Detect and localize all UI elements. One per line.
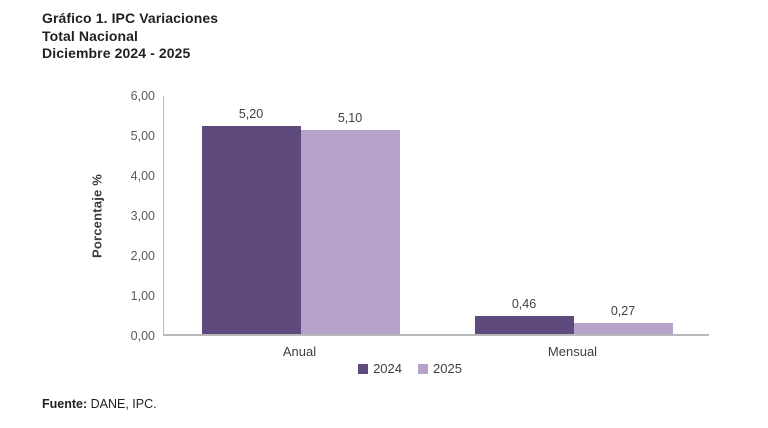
- y-tick-label: 2,00: [130, 249, 155, 263]
- x-category-label-anual: Anual: [282, 344, 317, 359]
- chart-legend: 2024 2025: [90, 361, 730, 376]
- legend-swatch-2025: [418, 363, 428, 374]
- y-tick-label: 0,00: [130, 329, 155, 343]
- bar-value-label: 0,46: [511, 296, 537, 311]
- y-tick-label: 4,00: [130, 169, 155, 183]
- chart-title-line-1: Gráfico 1. IPC Variaciones: [42, 10, 219, 26]
- bar-value-label: 5,10: [337, 111, 363, 125]
- bar-2024-anual: [201, 126, 301, 334]
- chart-title: Gráfico 1. IPC Variaciones Total Naciona…: [42, 10, 218, 63]
- source-text: DANE, IPC.: [87, 397, 157, 411]
- y-tick-label: 5,00: [130, 129, 155, 143]
- source-note: Fuente: DANE, IPC.: [42, 397, 157, 411]
- chart-title-line-2: Total Nacional: [42, 27, 139, 44]
- bar-value-label: 0,27: [610, 304, 636, 319]
- y-tick-label: 1,00: [130, 289, 155, 303]
- bar-2024-mensual: [474, 315, 574, 334]
- legend-item-2025: 2025: [418, 361, 462, 376]
- legend-item-2024: 2024: [358, 361, 402, 376]
- x-category-label-mensual: Mensual: [547, 344, 598, 359]
- legend-label: 2024: [373, 361, 402, 376]
- source-label: Fuente:: [42, 397, 88, 411]
- plot-area: 5,20 5,10 0,46 0,27: [163, 96, 709, 336]
- bar-2025-mensual: [573, 323, 673, 334]
- y-tick-label: 6,00: [130, 89, 155, 103]
- legend-swatch-2024: [358, 363, 369, 374]
- y-tick-label: 3,00: [130, 209, 155, 223]
- bar-value-label: 5,20: [238, 107, 264, 121]
- chart-title-line-3: Diciembre 2024 - 2025: [42, 45, 191, 61]
- legend-label: 2025: [433, 361, 462, 376]
- bar-2025-anual: [300, 130, 400, 334]
